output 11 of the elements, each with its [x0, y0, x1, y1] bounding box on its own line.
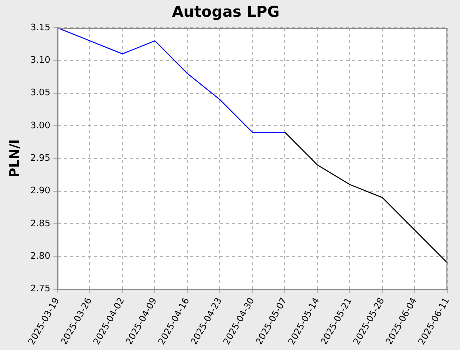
y-tick-label: 3.15: [30, 23, 51, 34]
y-tick-label: 2.95: [30, 154, 51, 164]
y-axis-title: PLN/l: [8, 140, 24, 178]
y-tick-label: 2.75: [30, 284, 51, 295]
chart-title: Autogas LPG: [172, 2, 280, 21]
y-tick-label: 3.10: [30, 56, 51, 66]
y-tick-label: 2.85: [30, 219, 51, 230]
y-tick-label: 2.80: [30, 252, 51, 262]
y-tick-label: 3.00: [30, 121, 51, 132]
y-tick-label: 2.90: [30, 186, 51, 197]
y-tick-label: 3.05: [30, 88, 51, 99]
